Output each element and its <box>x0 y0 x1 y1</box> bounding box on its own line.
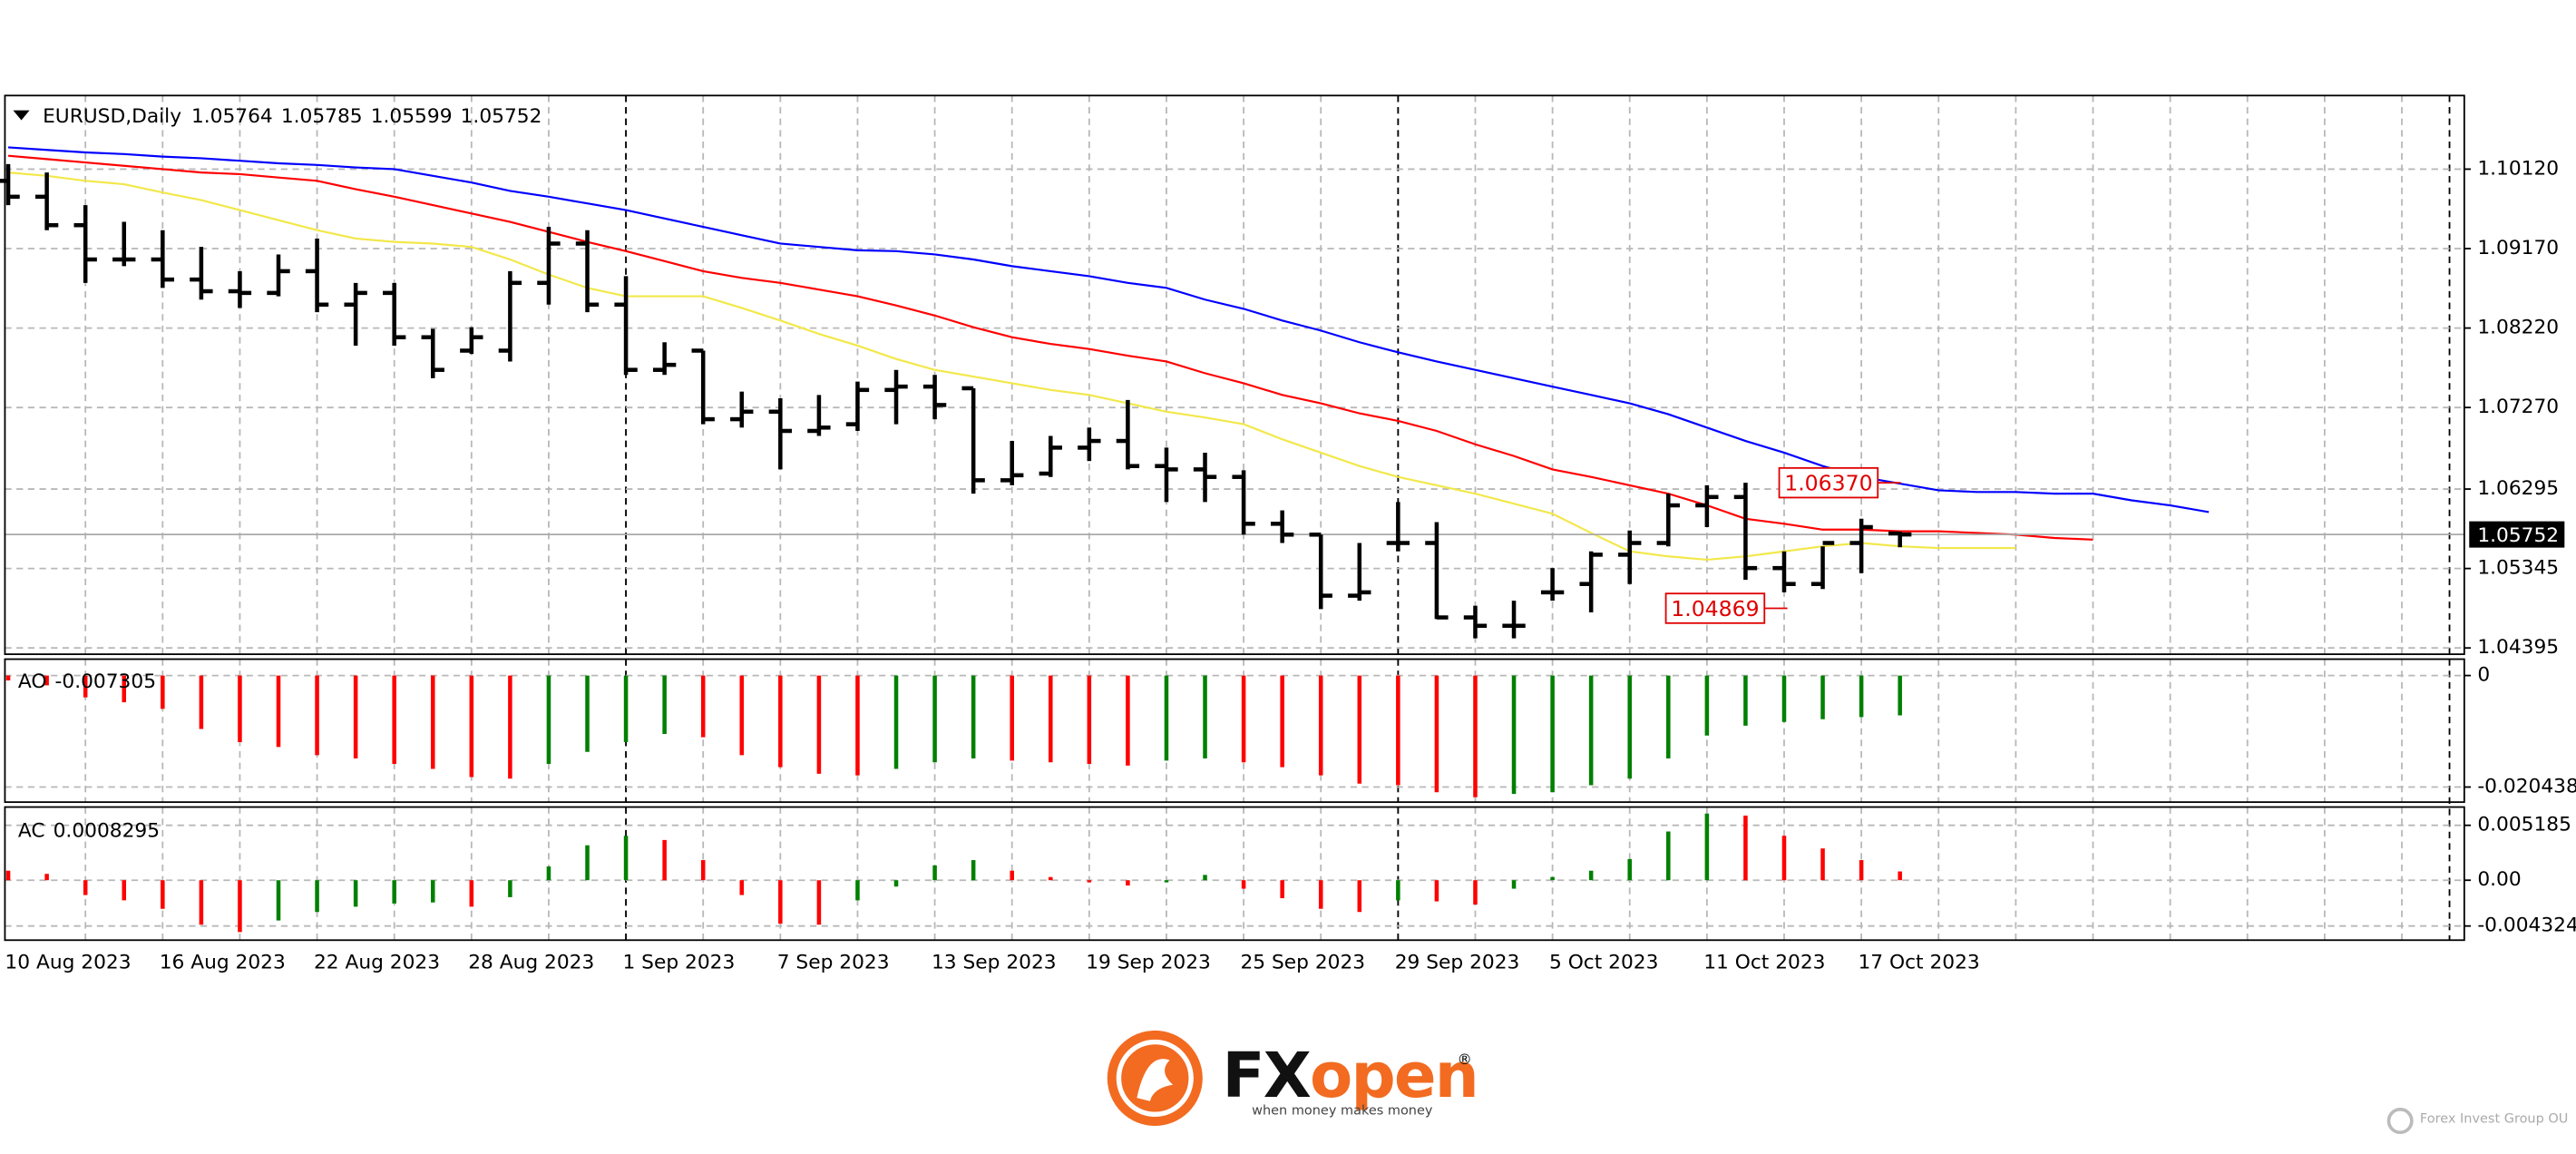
ao-label: AO -0.007305 <box>18 670 156 693</box>
y-tick-label: 1.07270 <box>2477 396 2559 418</box>
brand-mark: ® <box>1458 1051 1472 1068</box>
y-tick-label: -0.004324 <box>2477 914 2576 937</box>
price-tag <box>2469 521 2565 548</box>
x-tick-label: 17 Oct 2023 <box>1858 952 1979 974</box>
ac-label: AC 0.0008295 <box>18 820 160 843</box>
annotation-box <box>1778 466 1879 499</box>
ac-title: AC <box>18 820 45 843</box>
symbol: EURUSD,Daily <box>43 105 181 128</box>
y-tick-label: -0.020438 <box>2477 776 2576 798</box>
y-tick-label: 0.005185 <box>2477 814 2571 836</box>
brand: FXopen <box>1223 1040 1478 1112</box>
annotation-label: 1.04869 <box>1671 596 1759 621</box>
watermark-icon <box>2386 1108 2414 1135</box>
watermark: Forex Invest Group OU <box>2420 1112 2568 1127</box>
footer-bg <box>0 985 2576 1154</box>
x-tick-label: 22 Aug 2023 <box>314 952 440 974</box>
x-tick-label: 29 Sep 2023 <box>1395 952 1520 974</box>
ao-title: AO <box>18 670 47 693</box>
overlay: 1.10120 1.09170 1.08220 1.07270 1.06295 1.053… <box>5 157 2576 973</box>
y-tick-label: 1.06295 <box>2477 477 2559 500</box>
logo-emblem-figure <box>1137 1059 1174 1101</box>
x-tick-label: 1 Sep 2023 <box>622 952 735 974</box>
menu-arrow <box>13 110 30 121</box>
x-tick-label: 19 Sep 2023 <box>1086 952 1211 974</box>
y-tick-label: 1.08220 <box>2477 317 2559 339</box>
y-tick-label: 1.05345 <box>2477 557 2559 580</box>
high-value: 1.05785 <box>281 105 363 128</box>
y-tick-label: 1.10120 <box>2477 157 2559 180</box>
logo-emblem-ring <box>1116 1039 1194 1117</box>
panels <box>4 94 2465 942</box>
x-tick-label: 7 Sep 2023 <box>777 952 890 974</box>
price-tag-label: 1.05752 <box>2477 524 2559 547</box>
brand-open: open <box>1310 1040 1478 1112</box>
x-tick-label: 28 Aug 2023 <box>468 952 594 974</box>
annotation-label: 1.06370 <box>1784 470 1872 495</box>
x-tick-label: 10 Aug 2023 <box>5 952 131 974</box>
ac-value: 0.0008295 <box>54 820 160 843</box>
tagline: when money makes money <box>1252 1104 1433 1119</box>
ao-value: -0.007305 <box>55 670 156 693</box>
footer: FXopen ® when money makes money Forex In… <box>1107 1030 2568 1135</box>
x-tick-label: 25 Sep 2023 <box>1240 952 1365 974</box>
ao-panel <box>4 658 2465 804</box>
header: EURUSD,Daily 1.05764 1.05785 1.05599 1.05752… <box>13 105 542 843</box>
ac-panel <box>4 806 2465 942</box>
annotation-box <box>1664 592 1766 624</box>
y-tick-label: 0.00 <box>2477 868 2521 891</box>
plot <box>0 95 2464 941</box>
x-tick-label: 16 Aug 2023 <box>160 952 286 974</box>
low-value: 1.05599 <box>371 105 453 128</box>
y-tick-label: 0 <box>2477 664 2490 687</box>
x-tick-label: 11 Oct 2023 <box>1703 952 1825 974</box>
indicator-line <box>7 171 2016 562</box>
y-tick-label: 1.09170 <box>2477 237 2559 259</box>
brand-fx: FX <box>1223 1040 1311 1112</box>
close-value: 1.05752 <box>461 105 542 128</box>
y-tick-label: 1.04395 <box>2477 636 2559 659</box>
x-tick-label: 13 Sep 2023 <box>932 952 1057 974</box>
symbol-info: EURUSD,Daily 1.05764 1.05785 1.05599 1.05752 <box>43 105 542 128</box>
x-tick-label: 5 Oct 2023 <box>1549 952 1658 974</box>
main-panel <box>4 94 2465 656</box>
open-value: 1.05764 <box>191 105 273 128</box>
